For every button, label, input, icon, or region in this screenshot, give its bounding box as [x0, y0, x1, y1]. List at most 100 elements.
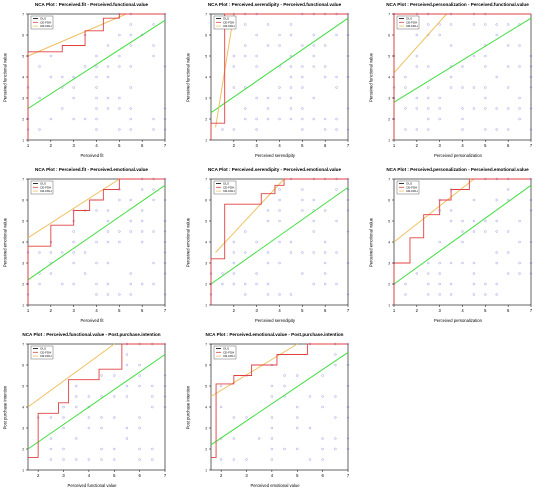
y-tick-label: 1: [22, 138, 24, 142]
data-point: [289, 293, 293, 296]
data-point: [518, 44, 521, 47]
data-point: [472, 86, 476, 89]
data-point: [346, 437, 350, 440]
data-point: [278, 293, 281, 296]
data-point: [438, 117, 441, 121]
data-point: [312, 117, 315, 121]
y-tick-label: 3: [388, 96, 390, 100]
data-point: [118, 198, 121, 202]
data-point: [232, 437, 236, 440]
data-point: [438, 23, 441, 26]
data-point: [484, 219, 487, 223]
y-tick-label: 5: [22, 219, 24, 223]
x-tick-label: 3: [72, 308, 75, 313]
data-point: [100, 416, 103, 419]
data-point: [518, 240, 521, 244]
data-point: [427, 128, 430, 131]
data-point: [118, 96, 121, 100]
data-point: [301, 128, 304, 131]
x-tick-label: 3: [438, 143, 441, 148]
y-axis-label: Perceived emotional value: [368, 217, 374, 268]
cr-fdh-line: [210, 343, 298, 397]
data-point: [266, 209, 270, 212]
y-tick-label: 2: [205, 117, 207, 121]
data-point: [266, 44, 270, 47]
data-point: [484, 23, 487, 26]
x-axis-label: Perceived serendipity: [254, 153, 296, 158]
data-point: [323, 75, 327, 79]
data-point: [404, 128, 407, 131]
data-point: [495, 198, 498, 202]
x-tick-label: 6: [141, 308, 144, 313]
data-point: [83, 251, 87, 254]
data-point: [244, 23, 247, 26]
data-point: [255, 240, 258, 244]
y-tick-label: 2: [22, 447, 24, 451]
ce-fdh-line: [393, 178, 531, 305]
data-point: [312, 54, 315, 58]
data-point: [484, 107, 487, 110]
y-tick-label: 4: [388, 75, 390, 79]
data-point: [335, 117, 338, 121]
data-point: [301, 75, 304, 79]
chart-title: NCA Plot : Perceived.personalization - P…: [386, 167, 529, 172]
data-point: [404, 293, 407, 296]
data-point: [518, 107, 521, 110]
data-point: [232, 65, 236, 68]
data-point: [125, 437, 129, 440]
data-point: [152, 261, 155, 265]
data-point: [38, 65, 41, 68]
ce-fdh-line: [27, 13, 165, 140]
data-point: [49, 54, 53, 58]
data-point: [415, 107, 419, 110]
data-point: [278, 188, 281, 191]
y-tick-label: 7: [22, 12, 24, 16]
data-point: [484, 230, 487, 233]
data-point: [87, 426, 91, 430]
data-point: [270, 384, 274, 388]
panel-7: 2 3 4 5 6 7 1 2 3 4 5 6 7 OLS CE-FDH CR-FDH NCA Plot : …: [0, 330, 183, 495]
data-point: [308, 395, 312, 398]
data-point: [438, 282, 441, 286]
data-point: [346, 261, 350, 265]
data-point: [221, 128, 224, 131]
data-point: [232, 458, 236, 461]
y-tick-label: 4: [205, 405, 207, 409]
data-point: [140, 33, 144, 37]
x-tick-label: 3: [72, 143, 75, 148]
data-point: [49, 416, 53, 419]
y-tick-label: 6: [205, 198, 207, 202]
plot-frame: [27, 178, 166, 306]
ce-fdh-line: [211, 343, 348, 458]
legend-label: CE-FDH: [223, 350, 234, 354]
data-point: [75, 458, 78, 461]
data-point: [266, 293, 270, 296]
y-tick-label: 2: [388, 282, 390, 286]
data-point: [113, 458, 116, 461]
data-point: [258, 437, 261, 440]
y-tick-label: 2: [205, 447, 207, 451]
data-point: [301, 65, 304, 68]
data-point: [449, 293, 453, 296]
data-point: [106, 107, 110, 110]
data-point: [289, 75, 293, 79]
data-point: [163, 395, 167, 398]
data-point: [404, 75, 407, 79]
data-point: [346, 75, 350, 79]
data-point: [278, 219, 281, 223]
data-point: [138, 384, 141, 388]
data-point: [232, 261, 236, 265]
data-point: [321, 458, 324, 461]
data-point: [244, 282, 247, 286]
data-point: [138, 458, 141, 461]
data-point: [232, 272, 236, 275]
x-tick-label: 7: [530, 308, 533, 313]
data-point: [118, 33, 121, 37]
x-tick-label: 6: [141, 143, 144, 148]
data-point: [266, 282, 270, 286]
data-point: [449, 23, 453, 26]
data-point: [49, 437, 53, 440]
data-point: [95, 75, 98, 79]
data-point: [461, 65, 464, 68]
